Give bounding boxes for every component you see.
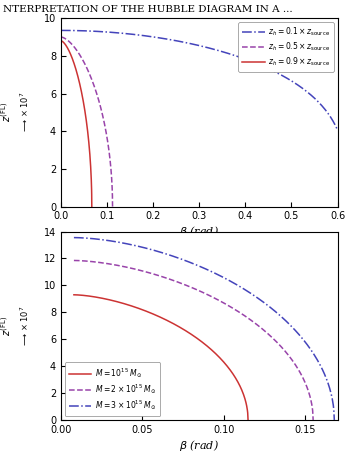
Text: $\dfrac{z - z^{\rm (FL)}}{z^{\rm (FL)}}$: $\dfrac{z - z^{\rm (FL)}}{z^{\rm (FL)}}$	[0, 94, 13, 131]
X-axis label: $\beta$ (rad): $\beta$ (rad)	[179, 438, 219, 453]
Text: $\longrightarrow \times 10^7$: $\longrightarrow \times 10^7$	[19, 305, 31, 346]
X-axis label: $\beta$ (rad): $\beta$ (rad)	[179, 224, 219, 239]
Legend: $z_h = 0.1 \times z_{\mathrm{source}}$, $z_h = 0.5 \times z_{\mathrm{source}}$, : $z_h = 0.1 \times z_{\mathrm{source}}$, …	[238, 22, 334, 72]
Text: $\dfrac{z - z^{\rm (FL)}}{z^{\rm (FL)}}$: $\dfrac{z - z^{\rm (FL)}}{z^{\rm (FL)}}$	[0, 307, 13, 345]
Text: NTERPRETATION OF THE HUBBLE DIAGRAM IN A ...: NTERPRETATION OF THE HUBBLE DIAGRAM IN A…	[3, 5, 293, 15]
Text: $\longrightarrow \times 10^7$: $\longrightarrow \times 10^7$	[19, 92, 31, 133]
Legend: $M = 10^{15}\,M_\odot$, $M = 2\times 10^{15}\,M_\odot$, $M = 3\times 10^{15}\,M_: $M = 10^{15}\,M_\odot$, $M = 2\times 10^…	[65, 362, 160, 416]
